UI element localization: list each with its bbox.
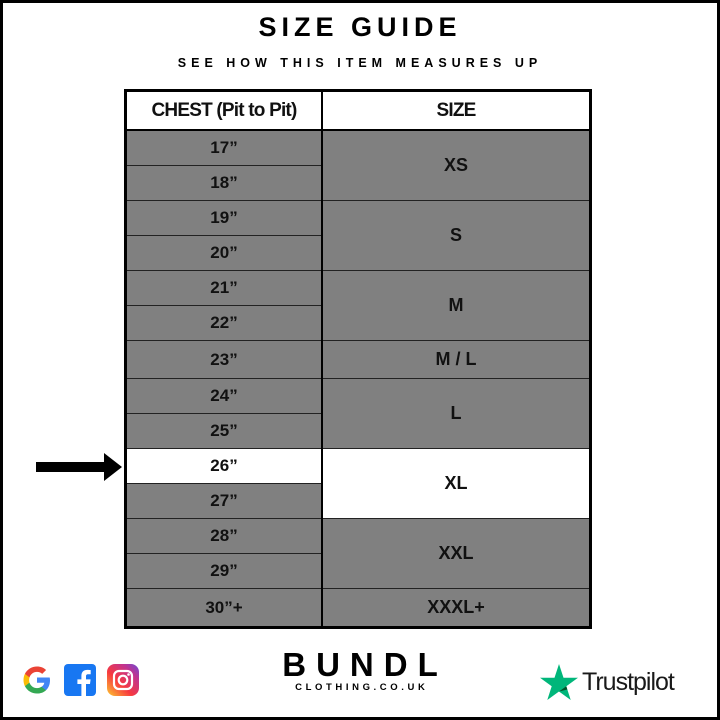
column-header-size: SIZE xyxy=(321,90,591,131)
brand-logo: BUNDL CLOTHING.CO.UK xyxy=(280,648,440,694)
chest-cell: 28” xyxy=(125,518,323,554)
chest-cell: 26” xyxy=(125,448,323,484)
chest-cell: 19” xyxy=(125,200,323,236)
size-cell: XL xyxy=(321,448,591,519)
size-cell: XXL xyxy=(321,518,591,589)
table-row: 17” XS xyxy=(125,129,591,201)
table-row: 23” M / L xyxy=(125,340,591,379)
social-icons xyxy=(21,664,139,696)
table-row: 28” XXL xyxy=(125,518,591,589)
trustpilot-label: Trustpilot xyxy=(582,667,675,696)
table-row: 19” S xyxy=(125,200,591,271)
chest-cell: 21” xyxy=(125,270,323,306)
size-cell: XS xyxy=(321,129,591,201)
chest-cell: 20” xyxy=(125,235,323,271)
size-cell: L xyxy=(321,378,591,449)
page-subtitle: SEE HOW THIS ITEM MEASURES UP xyxy=(177,56,543,70)
brand-name: BUNDL xyxy=(282,646,448,683)
chest-cell: 17” xyxy=(125,129,323,166)
table-row: 27” xyxy=(125,483,591,519)
trustpilot-star-icon xyxy=(540,664,578,700)
size-cell: XXXL+ xyxy=(321,588,591,628)
chest-cell: 18” xyxy=(125,165,323,201)
size-table: CHEST (Pit to Pit) SIZE 17” XS 18” 19” S 20” 2… xyxy=(124,89,592,629)
table-row: 29” xyxy=(125,553,591,589)
size-cell: S xyxy=(321,200,591,271)
table-row: 26” XL xyxy=(125,448,591,519)
table-row: 20” xyxy=(125,235,591,271)
size-cell: M xyxy=(321,270,591,341)
table-row: 30”+ XXXL+ xyxy=(125,588,591,628)
table-row: 21” M xyxy=(125,270,591,341)
facebook-icon[interactable] xyxy=(64,664,96,696)
chest-cell: 29” xyxy=(125,553,323,589)
instagram-icon[interactable] xyxy=(107,664,139,696)
size-cell: M / L xyxy=(321,340,591,379)
arrow-right-icon xyxy=(36,453,122,481)
brand-domain: CLOTHING.CO.UK xyxy=(295,682,429,693)
chest-cell: 27” xyxy=(125,483,323,519)
chest-cell: 24” xyxy=(125,378,323,414)
table-row: 22” xyxy=(125,305,591,341)
table-row: 25” xyxy=(125,413,591,449)
chest-cell: 23” xyxy=(125,340,323,379)
chest-cell: 22” xyxy=(125,305,323,341)
chest-cell: 30”+ xyxy=(125,588,323,628)
column-header-chest: CHEST (Pit to Pit) xyxy=(125,90,323,131)
google-icon[interactable] xyxy=(21,664,53,696)
chest-cell: 25” xyxy=(125,413,323,449)
table-row: 24” L xyxy=(125,378,591,449)
trustpilot-logo[interactable]: Trustpilot xyxy=(540,664,675,700)
page-title: SIZE GUIDE xyxy=(258,12,462,42)
